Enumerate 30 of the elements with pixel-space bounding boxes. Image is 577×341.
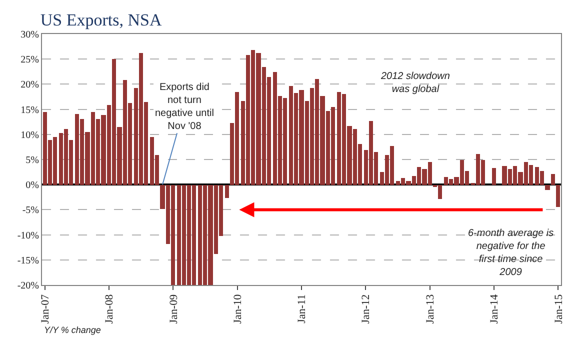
y-tick-label: 20% [20,80,39,91]
x-tick-label: Jan-13 [424,294,437,324]
x-tick-label: Jan-09 [168,294,180,324]
y-tick-label: 10% [20,130,39,141]
x-tick-label: Jan-11 [296,294,308,324]
annotation: 2012 slowdown was global [380,71,450,95]
y-tick-label: 15% [20,104,39,116]
y-tick-label: 30% [20,30,39,40]
bar [556,185,560,207]
x-tick-label: Jan-12 [360,294,372,324]
y-tick-label: 5% [26,155,39,166]
y-tick-label: -10% [17,230,39,242]
bar [492,168,496,185]
y-tick-label: 0% [26,180,39,192]
bar [551,174,555,185]
y-tick-label: -5% [22,205,39,216]
y-tick-label: -15% [17,255,39,266]
y-tick-label: 25% [20,54,39,66]
text: Y/Y % change [44,325,101,335]
y-tick-label: -20% [17,280,39,292]
bar [225,185,229,198]
bar [545,185,550,190]
x-tick-label: Jan-07 [39,294,52,324]
x-tick-label: Jan-10 [232,294,244,324]
x-tick-label: Jan-14 [488,294,501,324]
x-tick-label: Jan-08 [104,294,116,324]
chart-title: US Exports, NSA [40,10,162,30]
x-tick-label: Jan-15 [552,294,565,324]
annotation: Exports did not turn negative until Nov '08 [155,82,214,132]
annotation: 6-month average is negative for the first time since 2009 [468,228,554,278]
